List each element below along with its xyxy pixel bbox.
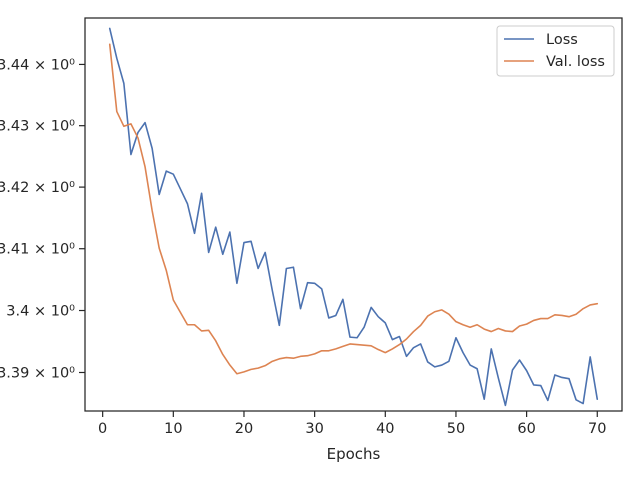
x-tick-label: 50 — [447, 421, 465, 437]
y-tick-label: 3.43 × 10⁰ — [0, 119, 75, 135]
y-tick-label: 3.42 × 10⁰ — [0, 180, 75, 196]
x-axis-label: Epochs — [327, 445, 381, 463]
x-tick-label: 20 — [235, 421, 253, 437]
y-tick-label: 3.41 × 10⁰ — [0, 242, 75, 258]
x-tick-label: 30 — [305, 421, 323, 437]
series-layer — [108, 27, 599, 407]
series-line-loss — [108, 27, 599, 407]
legend-label-val-loss: Val. loss — [546, 54, 605, 70]
y-axis-ticks: 3.39 × 10⁰ 3.4 × 10⁰ 3.41 × 10⁰ 3.42 × 10⁰ 3… — [0, 57, 85, 381]
y-tick-label: 3.44 × 10⁰ — [0, 57, 75, 73]
x-tick-label: 70 — [588, 421, 606, 437]
x-axis-ticks: 0 10 20 30 40 50 60 70 — [98, 411, 606, 437]
series-line-val-loss — [108, 43, 599, 375]
x-tick-label: 0 — [98, 421, 107, 437]
legend: Loss Val. loss — [496, 25, 615, 77]
plot-area — [85, 18, 622, 411]
legend-label-loss: Loss — [546, 32, 578, 48]
x-tick-label: 10 — [164, 421, 182, 437]
x-tick-label: 60 — [517, 421, 535, 437]
y-tick-label: 3.39 × 10⁰ — [0, 365, 75, 381]
plot-frame — [84, 17, 623, 412]
x-tick-label: 40 — [376, 421, 394, 437]
y-tick-label: 3.4 × 10⁰ — [6, 304, 75, 320]
